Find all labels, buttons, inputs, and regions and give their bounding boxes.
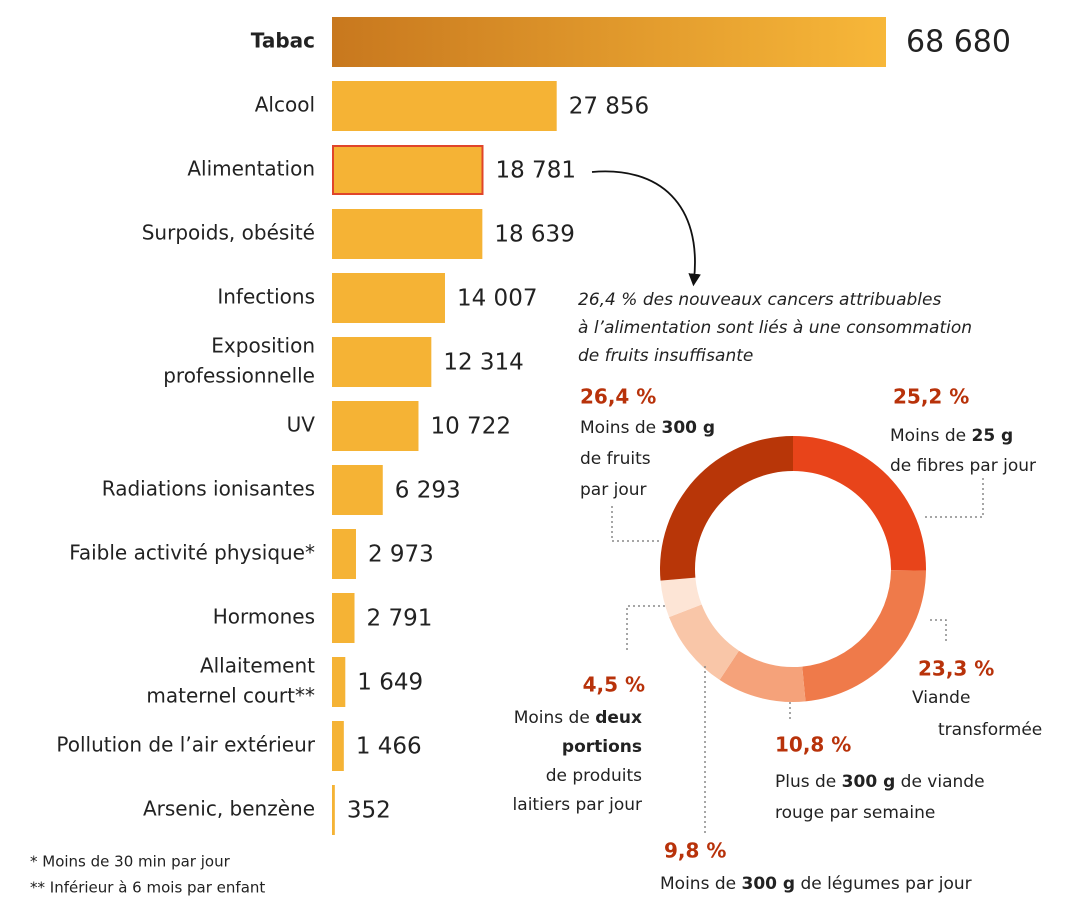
label-part: rouge par semaine (775, 803, 935, 823)
label-part: par jour (580, 480, 647, 500)
label-part: Moins de (660, 874, 741, 894)
donut-segment (660, 436, 793, 581)
segment-label: Moins de deux (514, 708, 642, 728)
category-label: Infections (217, 285, 315, 309)
label-part: Moins de (580, 418, 661, 438)
donut-segment (802, 570, 926, 702)
donut-segment (660, 577, 702, 618)
segment-label: portions (562, 737, 642, 757)
segment-label: Moins de 300 g de légumes par jour (660, 874, 972, 894)
bar (332, 17, 886, 67)
footnote: ** Inférieur à 6 mois par enfant (30, 879, 265, 897)
label-part: laitiers par jour (513, 795, 642, 815)
label-part: Viande (912, 688, 970, 708)
category-label: Pollution de l’air extérieur (56, 733, 315, 757)
percent-label: 26,4 % (580, 385, 656, 409)
segment-label: rouge par semaine (775, 803, 935, 823)
percent-label: 4,5 % (583, 673, 645, 697)
label-part: 300 g (741, 874, 795, 894)
leader-line (930, 619, 947, 642)
label-part: Moins de (514, 708, 595, 728)
label-part: transformée (938, 720, 1042, 740)
segment-label: transformée (938, 720, 1042, 740)
value-label: 27 856 (569, 94, 649, 120)
label-part: 300 g (661, 418, 715, 438)
value-label: 10 722 (430, 414, 510, 440)
percent-label: 25,2 % (893, 385, 969, 409)
segment-label: Viande (912, 688, 970, 708)
value-label: 18 781 (495, 158, 575, 184)
value-label: 2 791 (367, 606, 433, 632)
bar (332, 657, 346, 707)
value-label: 12 314 (443, 350, 523, 376)
category-label: Tabac (251, 29, 315, 53)
bar (332, 273, 445, 323)
label-part: de fruits (580, 449, 651, 469)
leader-line (611, 506, 660, 542)
annotation: à l’alimentation sont liés à une consomm… (578, 318, 972, 338)
category-label: Allaitement (200, 654, 315, 678)
category-label: Hormones (213, 605, 315, 629)
bar (332, 209, 483, 259)
label-part: de produits (546, 766, 642, 786)
value-label: 2 973 (368, 542, 434, 568)
segment-label: par jour (580, 480, 647, 500)
category-label: Surpoids, obésité (142, 221, 315, 245)
bar (332, 81, 557, 131)
segment-label: Plus de 300 g de viande (775, 772, 985, 792)
value-label: 14 007 (457, 286, 537, 312)
label-part: Plus de (775, 772, 842, 792)
bar (332, 529, 356, 579)
bar (332, 465, 383, 515)
category-label: UV (287, 413, 316, 437)
label-part: 25 g (971, 426, 1013, 446)
value-label: 352 (347, 798, 391, 824)
label-part: Moins de (890, 426, 971, 446)
value-label: 18 639 (494, 222, 574, 248)
category-label: professionnelle (163, 364, 315, 388)
value-label: 6 293 (395, 478, 461, 504)
value-label: 68 680 (906, 25, 1011, 60)
category-label: Alcool (255, 93, 315, 117)
value-label: 1 649 (357, 670, 423, 696)
leader-line (925, 478, 984, 518)
arrow (591, 170, 701, 287)
segment-label: de fibres par jour (890, 456, 1036, 476)
footnote: * Moins de 30 min par jour (30, 853, 231, 871)
label-part: de viande (895, 772, 984, 792)
segment-label: laitiers par jour (513, 795, 642, 815)
bar (332, 785, 335, 835)
bar (332, 401, 419, 451)
category-label: Radiations ionisantes (102, 477, 315, 501)
category-label: maternel court** (146, 684, 315, 708)
value-label: 1 466 (356, 734, 422, 760)
percent-label: 9,8 % (664, 839, 726, 863)
percent-label: 10,8 % (775, 733, 851, 757)
label-part: de légumes par jour (795, 874, 972, 894)
bar (332, 145, 484, 195)
annotation: 26,4 % des nouveaux cancers attribuables (578, 290, 941, 310)
annotation: de fruits insuffisante (578, 346, 753, 366)
label-part: portions (562, 737, 642, 757)
segment-label: de produits (546, 766, 642, 786)
bar (332, 337, 432, 387)
donut-segment (719, 650, 806, 703)
label-part: deux (595, 708, 642, 728)
leader-line (626, 605, 665, 652)
label-part: de fibres par jour (890, 456, 1036, 476)
donut-segment (669, 604, 739, 680)
bar (332, 721, 344, 771)
segment-label: Moins de 300 g (580, 418, 715, 438)
label-part: 300 g (842, 772, 896, 792)
category-label: Exposition (211, 334, 315, 358)
category-label: Alimentation (187, 157, 315, 181)
segment-label: de fruits (580, 449, 651, 469)
donut-segment (793, 436, 926, 571)
bar (332, 593, 355, 643)
category-label: Arsenic, benzène (143, 797, 315, 821)
category-label: Faible activité physique* (69, 541, 315, 565)
percent-label: 23,3 % (918, 657, 994, 681)
segment-label: Moins de 25 g (890, 426, 1013, 446)
